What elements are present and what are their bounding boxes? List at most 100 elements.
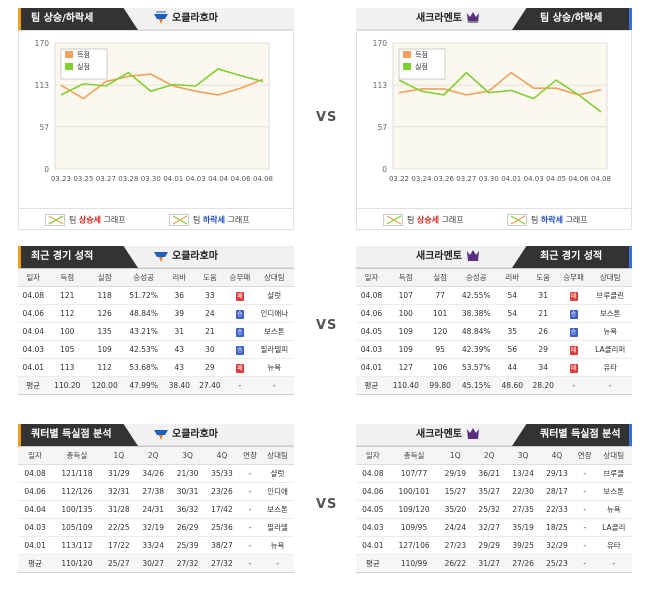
- cell-pct: 53.57%: [455, 358, 497, 377]
- cell-q4: 29/13: [540, 464, 574, 483]
- table-row: 04.05 109 120 48.84% 35 26 승 뉴욕: [356, 322, 632, 341]
- x-tick-label: 04.03: [524, 175, 544, 183]
- avg-reb: 48.60: [496, 376, 528, 395]
- cell-ast: 21: [194, 322, 226, 341]
- cell-ot: -: [573, 464, 596, 483]
- cell-date: 04.05: [356, 500, 390, 519]
- cell-q4: 17/42: [204, 500, 240, 519]
- table-row: 04.04 100/135 31/28 24/31 36/32 17/42- 보스톤: [18, 500, 294, 519]
- cell-result: 승: [558, 304, 589, 323]
- col-opponent: 상대팀: [588, 268, 632, 287]
- cell-opp: 95: [424, 340, 456, 359]
- series-line-0: [60, 73, 264, 100]
- cell-reb: 36: [164, 286, 195, 305]
- team-name-right: 새크라멘토: [416, 8, 484, 30]
- table-row: 04.01 113/112 17/22 33/24 25/39 38/27- 뉴욕: [18, 536, 294, 555]
- col-opp: 실점: [85, 268, 124, 287]
- cell-date: 04.06: [356, 304, 387, 323]
- recent-header-right: 새크라멘토 최근 경기 성적: [356, 246, 632, 268]
- y-tick-label: 170: [373, 39, 388, 48]
- x-tick-label: 03.30: [479, 175, 499, 183]
- cell-pct: 42.39%: [455, 340, 497, 359]
- cell-result: 패: [558, 340, 589, 359]
- col-q3: 3Q: [506, 446, 541, 465]
- table-row: 04.05 109/120 35/20 25/32 27/35 22/33- 뉴욕: [356, 500, 632, 519]
- cell-q1: 22/25: [101, 518, 137, 537]
- cell-pts: 100: [48, 322, 86, 341]
- cell-date: 04.01: [18, 536, 53, 555]
- cell-opp: 135: [85, 322, 124, 341]
- trend-header-right: 새크라멘토 팀 상승/하락세: [356, 8, 632, 30]
- cell-team: 브루클: [595, 464, 632, 483]
- cell-team: 인디애: [261, 482, 294, 501]
- cell-date: 04.06: [18, 304, 49, 323]
- cell-team: 유타: [595, 536, 632, 555]
- recent-table-left: 일자 득점 실점 승성공 리바 도움 승무패 상대팀 04.08 121 118 51…: [18, 268, 294, 395]
- table-row: 04.03 105/109 22/25 32/19 26/29 25/36- 필라델: [18, 518, 294, 537]
- cell-q4: 18/25: [540, 518, 574, 537]
- cell-pts: 105: [48, 340, 86, 359]
- trend-header-left: 팀 상승/하락세 오클라호마: [18, 8, 294, 30]
- cell-opponent: 뉴욕: [254, 358, 294, 377]
- result-badge: 승: [569, 309, 578, 319]
- cell-opponent: 샬럿: [254, 286, 294, 305]
- table-row: 04.01 127 106 53.57% 44 34 패 유타: [356, 358, 632, 377]
- cell-date: 04.08: [356, 464, 390, 483]
- x-tick-label: 04.08: [591, 175, 611, 183]
- cell-team: LA클리: [595, 518, 632, 537]
- table-row: 04.08 107 77 42.55% 54 31 패 브루클린: [356, 286, 632, 305]
- avg-q1: 25/27: [101, 554, 137, 573]
- quarter-table-left: 일자 총득실 1Q 2Q 3Q 4Q 연장 상대팀 04.08 121/118 31…: [18, 446, 294, 573]
- table-row: 04.06 112 126 48.84% 39 24 승 인디애나: [18, 304, 294, 323]
- cell-tot: 109/120: [389, 500, 439, 519]
- col-q1: 1Q: [101, 446, 137, 465]
- cell-team: 뉴욕: [595, 500, 632, 519]
- cell-ast: 21: [527, 304, 559, 323]
- cell-q3: 39/25: [506, 536, 541, 555]
- legend-label: 득점: [77, 51, 90, 59]
- cell-q1: 31/29: [101, 464, 137, 483]
- cell-q3: 22/30: [506, 482, 541, 501]
- trend-panel-left: 팀 상승/하락세 오클라호마 170 113 57 0 03.23 03.25 03.27 0…: [18, 8, 294, 230]
- recent-tab-label-right: 최근 경기 성적: [512, 246, 632, 268]
- cell-result: 승: [225, 322, 255, 341]
- cell-ast: 29: [527, 340, 559, 359]
- legend-swatch: [65, 51, 73, 58]
- col-reb: 리바: [164, 268, 195, 287]
- table-row: 04.03 109/95 24/24 32/27 35/19 18/25- LA클리: [356, 518, 632, 537]
- cell-team: 보스톤: [595, 482, 632, 501]
- trend-chart-right: 170 113 57 0 03.22 03.24 03.26 03.27 03.30 04.01 0…: [356, 30, 632, 230]
- cell-pts: 100: [386, 304, 425, 323]
- thunder-logo-icon: [154, 252, 168, 262]
- fall-legend-right: 팀 하락세 그래프: [507, 214, 588, 226]
- cell-q3: 30/31: [170, 482, 205, 501]
- quarter-panel-left: 쿼터별 득실점 분석 오클라호마 일자 총득실 1Q 2Q 3Q 4Q 연장 상…: [18, 424, 294, 579]
- recent-header-left: 최근 경기 성적 오클라호마: [18, 246, 294, 268]
- cell-pts: 113: [48, 358, 86, 377]
- cell-pct: 51.72%: [123, 286, 165, 305]
- cell-reb: 43: [164, 358, 195, 377]
- cell-tot: 107/77: [389, 464, 439, 483]
- result-badge: 승: [235, 309, 244, 319]
- col-ast: 도움: [527, 268, 559, 287]
- cell-reb: 43: [164, 340, 195, 359]
- cell-ot: -: [573, 482, 596, 501]
- cell-date: 04.08: [18, 464, 53, 483]
- cell-ot: -: [239, 536, 262, 555]
- cell-pts: 127: [386, 358, 425, 377]
- cell-q2: 33/24: [136, 536, 171, 555]
- average-row: 평균 110.40 99.80 45.15% 48.60 28.20- -: [356, 376, 632, 395]
- cell-date: 04.03: [356, 340, 387, 359]
- cell-ast: 34: [527, 358, 559, 377]
- cell-q2: 35/27: [472, 482, 507, 501]
- avg-team: -: [254, 376, 294, 395]
- cell-tot: 100/101: [389, 482, 439, 501]
- cell-q1: 29/19: [438, 464, 473, 483]
- cell-q4: 25/36: [204, 518, 240, 537]
- cell-pts: 107: [386, 286, 425, 305]
- legend-swatch: [65, 63, 73, 70]
- result-badge: 승: [235, 327, 244, 337]
- col-pts: 득점: [386, 268, 425, 287]
- quarter-panel-right: 새크라멘토 쿼터별 득실점 분석 일자 총득실 1Q 2Q 3Q 4Q 연장 상…: [356, 424, 632, 579]
- col-opp: 실점: [424, 268, 456, 287]
